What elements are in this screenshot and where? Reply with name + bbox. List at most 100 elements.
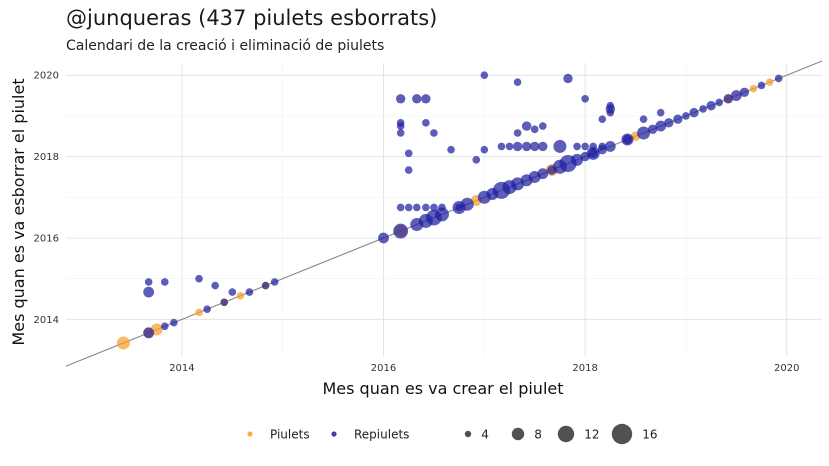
size-legend-label: 4 bbox=[481, 428, 489, 442]
repiulet-point bbox=[480, 71, 489, 80]
repiulet-point bbox=[673, 114, 683, 124]
repiulet-point bbox=[203, 305, 211, 314]
repiulet-point bbox=[530, 125, 539, 134]
repiulet-point bbox=[160, 278, 169, 286]
chart-subtitle: Calendari de la creació i eliminació de … bbox=[66, 38, 385, 54]
repiulet-point bbox=[160, 322, 169, 331]
y-tick-label: 2016 bbox=[34, 233, 59, 244]
repiulet-point bbox=[521, 141, 532, 152]
repiulet-point bbox=[521, 121, 532, 131]
repiulet-point bbox=[597, 144, 607, 155]
repiulet-point bbox=[261, 281, 270, 290]
repiulet-point bbox=[412, 203, 421, 212]
repiulet-point bbox=[395, 94, 406, 104]
piulet-point bbox=[116, 336, 130, 350]
repiulet-point bbox=[606, 101, 615, 110]
legend: Piulets Repiulets 4 8 12 16 bbox=[247, 423, 657, 445]
points-layer bbox=[116, 71, 783, 350]
size-legend-label: 8 bbox=[534, 428, 542, 442]
repiulet-point bbox=[656, 108, 665, 117]
repiulet-point bbox=[655, 120, 667, 132]
y-axis-title: Mes quan es va esborrar el piulet bbox=[9, 78, 28, 345]
legend-piulets-swatch bbox=[247, 431, 253, 437]
repiulet-point bbox=[606, 108, 615, 117]
repiulet-point bbox=[480, 145, 489, 154]
x-axis-title: Mes quan es va crear el piulet bbox=[322, 379, 563, 398]
repiulet-point bbox=[589, 142, 597, 151]
repiulet-point bbox=[530, 141, 540, 152]
repiulet-point bbox=[598, 115, 607, 123]
y-tick-label: 2018 bbox=[34, 152, 59, 163]
legend-repiulets-label: Repiulets bbox=[354, 428, 409, 442]
repiulet-point bbox=[538, 141, 548, 152]
repiulet-point bbox=[430, 129, 438, 137]
repiulet-point bbox=[422, 203, 430, 212]
repiulet-point bbox=[228, 288, 237, 296]
repiulet-point bbox=[513, 78, 522, 86]
grid-layer bbox=[66, 63, 822, 356]
repiulet-point bbox=[581, 142, 589, 151]
repiulet-point bbox=[404, 203, 413, 212]
repiulet-point bbox=[538, 122, 547, 130]
repiulet-point bbox=[447, 145, 455, 154]
repiulet-point bbox=[715, 98, 723, 107]
size-legend-swatch bbox=[611, 423, 633, 445]
size-legend-swatch bbox=[464, 430, 472, 438]
repiulet-point bbox=[689, 107, 699, 118]
repiulet-point bbox=[421, 94, 431, 104]
size-legend-swatch bbox=[511, 427, 525, 441]
repiulet-point bbox=[404, 166, 413, 174]
chart-title: @junqueras (437 piulets esborrats) bbox=[66, 6, 438, 30]
repiulet-point bbox=[497, 142, 506, 151]
repiulet-point bbox=[396, 203, 405, 212]
y-tick-label: 2014 bbox=[34, 315, 59, 326]
repiulet-point bbox=[245, 288, 254, 296]
repiulet-point bbox=[553, 139, 567, 153]
repiulet-point bbox=[730, 90, 742, 101]
repiulet-point bbox=[438, 203, 446, 212]
repiulet-point bbox=[460, 197, 474, 211]
x-tick-label: 2016 bbox=[371, 363, 396, 374]
repiulet-point bbox=[170, 318, 178, 327]
repiulet-point bbox=[505, 142, 514, 151]
repiulet-point bbox=[472, 156, 481, 164]
repiulet-point bbox=[774, 74, 783, 83]
repiulet-point bbox=[604, 141, 616, 152]
repiulet-point bbox=[270, 278, 279, 286]
piulet-point bbox=[236, 291, 245, 300]
repiulet-point bbox=[699, 105, 707, 113]
repiulet-point bbox=[581, 95, 589, 103]
repiulet-point bbox=[573, 142, 581, 151]
size-legend-label: 12 bbox=[584, 428, 599, 442]
repiulet-point bbox=[547, 165, 557, 175]
piulet-point bbox=[765, 78, 774, 86]
piulet-point bbox=[749, 84, 758, 93]
repiulet-point bbox=[396, 129, 405, 137]
repiulet-point bbox=[455, 203, 463, 212]
repiulet-point bbox=[580, 151, 590, 162]
repiulet-point bbox=[571, 153, 584, 166]
repiulet-point bbox=[404, 149, 413, 158]
repiulet-point bbox=[412, 94, 422, 104]
repiulet-point bbox=[647, 124, 658, 135]
repiulet-point bbox=[622, 134, 633, 145]
repiulet-point bbox=[723, 94, 733, 104]
repiulet-point bbox=[378, 232, 389, 244]
x-tick-label: 2018 bbox=[572, 363, 597, 374]
repiulet-point bbox=[739, 87, 750, 98]
piulet-point bbox=[195, 308, 203, 317]
repiulet-point bbox=[639, 115, 648, 123]
repiulet-point bbox=[143, 327, 155, 339]
y-tick-label: 2020 bbox=[34, 71, 59, 82]
repiulet-point bbox=[682, 112, 690, 120]
repiulet-point bbox=[637, 126, 651, 140]
legend-piulets-label: Piulets bbox=[270, 428, 310, 442]
repiulet-point bbox=[211, 281, 219, 290]
repiulet-point bbox=[144, 278, 153, 286]
size-legend-swatch bbox=[557, 425, 575, 443]
x-tick-label: 2020 bbox=[774, 363, 799, 374]
repiulet-point bbox=[434, 207, 449, 222]
repiulet-point bbox=[563, 73, 573, 84]
repiulet-point bbox=[757, 81, 766, 90]
ticks-layer: 2014 2016 2018 2020 2014 2016 2018 2020 bbox=[34, 71, 800, 374]
